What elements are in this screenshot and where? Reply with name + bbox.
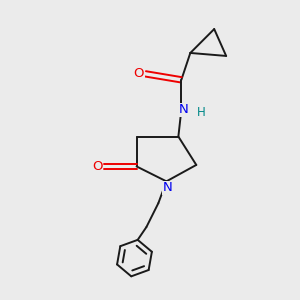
Text: H: H — [196, 106, 205, 118]
Text: O: O — [92, 160, 102, 173]
Text: N: N — [163, 182, 173, 194]
Text: N: N — [178, 103, 188, 116]
Text: O: O — [134, 68, 144, 80]
